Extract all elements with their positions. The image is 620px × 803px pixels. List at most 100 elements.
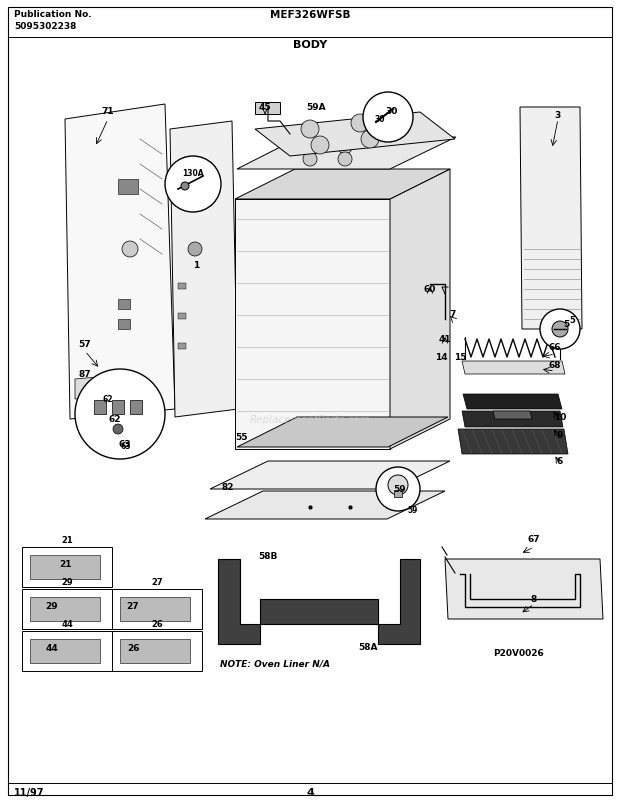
Bar xyxy=(30,597,100,622)
Bar xyxy=(22,589,112,630)
Text: 21: 21 xyxy=(61,536,73,544)
Polygon shape xyxy=(235,169,450,200)
Circle shape xyxy=(338,153,352,167)
Polygon shape xyxy=(75,374,130,400)
Text: 30: 30 xyxy=(386,108,398,116)
Text: Publication No.: Publication No. xyxy=(14,10,92,19)
Text: 71: 71 xyxy=(102,108,114,116)
Bar xyxy=(118,180,138,195)
Bar xyxy=(255,103,280,115)
Text: 3: 3 xyxy=(555,110,561,120)
Bar xyxy=(120,639,190,663)
Polygon shape xyxy=(205,491,445,520)
Text: 9: 9 xyxy=(557,431,563,440)
Circle shape xyxy=(122,242,138,258)
Polygon shape xyxy=(65,105,175,419)
Polygon shape xyxy=(463,394,562,410)
Text: 57: 57 xyxy=(79,340,91,349)
Bar xyxy=(178,344,186,349)
Polygon shape xyxy=(237,138,456,169)
Text: 67: 67 xyxy=(528,535,540,544)
Text: 7: 7 xyxy=(450,310,456,319)
Text: 10: 10 xyxy=(554,413,566,422)
Circle shape xyxy=(363,93,413,143)
Bar xyxy=(118,300,130,310)
Polygon shape xyxy=(235,200,390,450)
Circle shape xyxy=(376,467,420,512)
Text: 27: 27 xyxy=(126,601,140,611)
Polygon shape xyxy=(218,560,420,644)
Bar xyxy=(112,401,124,414)
Text: 44: 44 xyxy=(61,619,73,628)
Bar xyxy=(112,631,202,671)
Circle shape xyxy=(311,137,329,155)
Circle shape xyxy=(301,120,319,139)
Text: 5095302238: 5095302238 xyxy=(14,22,76,31)
Circle shape xyxy=(388,475,408,495)
Text: 62: 62 xyxy=(103,394,113,403)
Polygon shape xyxy=(462,411,563,427)
Circle shape xyxy=(540,310,580,349)
Bar xyxy=(118,320,130,329)
Bar xyxy=(120,597,190,622)
Text: 62: 62 xyxy=(108,415,122,424)
Polygon shape xyxy=(462,361,565,374)
Text: 5: 5 xyxy=(563,320,569,329)
Text: 5: 5 xyxy=(569,316,575,324)
Circle shape xyxy=(361,131,379,149)
Polygon shape xyxy=(255,113,455,157)
Text: 1: 1 xyxy=(193,260,199,269)
Circle shape xyxy=(113,425,123,434)
Text: MEF326WFSB: MEF326WFSB xyxy=(270,10,350,20)
Circle shape xyxy=(303,153,317,167)
Text: 29: 29 xyxy=(46,601,58,611)
Circle shape xyxy=(165,157,221,213)
Text: 4: 4 xyxy=(306,787,314,797)
Text: BODY: BODY xyxy=(293,40,327,50)
Bar xyxy=(394,491,402,497)
Text: 6: 6 xyxy=(557,457,563,466)
Bar xyxy=(22,631,112,671)
Polygon shape xyxy=(458,430,568,454)
Bar xyxy=(22,548,112,587)
Text: 55: 55 xyxy=(236,433,248,442)
Polygon shape xyxy=(210,462,450,489)
Text: 82: 82 xyxy=(222,483,234,492)
Text: 30: 30 xyxy=(374,116,385,124)
Text: 21: 21 xyxy=(59,560,71,569)
Circle shape xyxy=(338,141,352,155)
Circle shape xyxy=(351,115,369,132)
Text: 27: 27 xyxy=(151,577,163,586)
Text: 63: 63 xyxy=(119,440,131,449)
Polygon shape xyxy=(520,108,582,329)
Text: 41: 41 xyxy=(439,335,451,344)
Text: 87: 87 xyxy=(79,370,91,379)
Circle shape xyxy=(303,141,317,155)
Text: ReplacementParts.com: ReplacementParts.com xyxy=(250,414,370,425)
Bar xyxy=(178,194,186,200)
Text: 45: 45 xyxy=(259,102,272,112)
Text: 11/97: 11/97 xyxy=(14,787,45,797)
Text: 58B: 58B xyxy=(259,552,278,560)
Bar xyxy=(178,314,186,320)
Circle shape xyxy=(188,243,202,257)
Text: 59A: 59A xyxy=(306,102,326,112)
Text: 66: 66 xyxy=(549,343,561,352)
Circle shape xyxy=(75,369,165,459)
Text: 59: 59 xyxy=(394,485,406,494)
Bar xyxy=(94,401,106,414)
Text: P20V0026: P20V0026 xyxy=(494,649,544,658)
Bar xyxy=(178,164,186,169)
Text: 44: 44 xyxy=(46,644,58,653)
Text: 68: 68 xyxy=(549,361,561,370)
Text: 15: 15 xyxy=(454,353,466,362)
Bar xyxy=(112,589,202,630)
Text: 63: 63 xyxy=(121,442,131,450)
Text: 26: 26 xyxy=(126,644,140,653)
Text: 60: 60 xyxy=(424,285,436,294)
Polygon shape xyxy=(493,411,532,419)
Circle shape xyxy=(543,324,563,344)
Polygon shape xyxy=(170,122,238,418)
Bar xyxy=(178,283,186,290)
Bar xyxy=(130,401,142,414)
